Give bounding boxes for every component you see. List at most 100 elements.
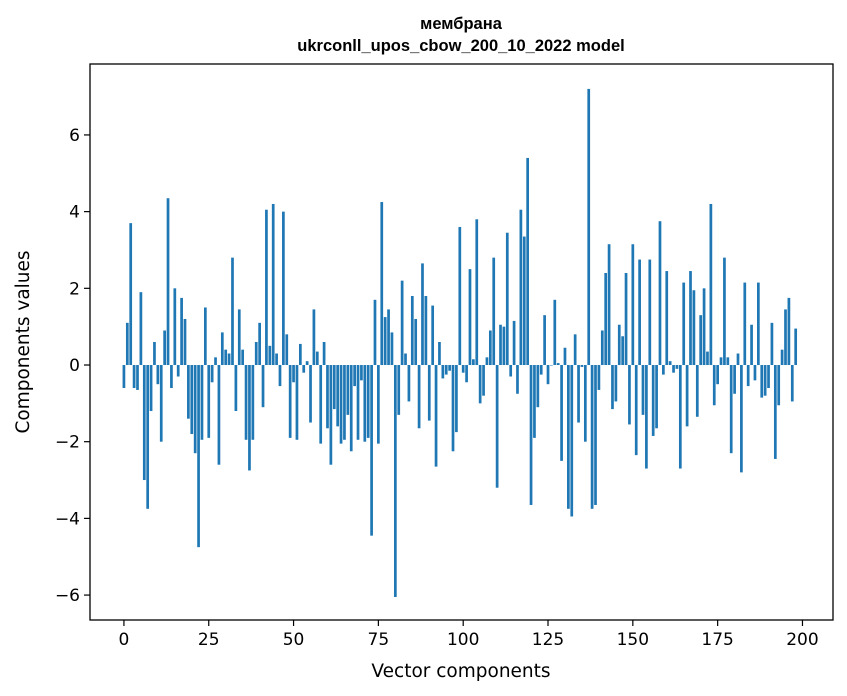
x-tick-label: 150 xyxy=(617,630,649,650)
bar xyxy=(180,297,183,365)
x-tick-label: 125 xyxy=(532,630,564,650)
x-tick-label: 50 xyxy=(283,630,305,650)
bar xyxy=(672,365,675,373)
bar xyxy=(244,365,248,440)
bar xyxy=(536,365,540,408)
bar xyxy=(448,365,451,371)
x-tick-label: 0 xyxy=(119,630,130,650)
bar xyxy=(400,280,404,366)
bar xyxy=(573,334,577,366)
bar xyxy=(709,203,713,366)
plot-frame xyxy=(89,63,834,621)
bar xyxy=(645,365,648,469)
bar xyxy=(421,263,424,365)
bar xyxy=(217,365,221,465)
bar xyxy=(472,359,475,366)
bar xyxy=(309,365,312,423)
bar xyxy=(380,202,384,366)
chart-subtitle: ukrconll_upos_cbow_200_10_2022 model xyxy=(297,37,624,55)
bar xyxy=(780,349,784,366)
bar xyxy=(590,365,594,509)
y-tick-label: −2 xyxy=(55,433,80,453)
x-axis-ticks: 0 25 50 75 100 125 150 175 200 xyxy=(119,620,819,650)
x-axis-label: Vector components xyxy=(371,661,550,682)
bar xyxy=(689,271,692,365)
bar xyxy=(658,221,662,365)
bar xyxy=(343,365,346,440)
bar xyxy=(424,295,428,366)
bar xyxy=(387,309,390,366)
bar xyxy=(529,365,533,505)
bar xyxy=(614,365,618,402)
bar xyxy=(651,365,655,436)
bar xyxy=(427,365,431,421)
bar xyxy=(438,342,441,366)
bar xyxy=(502,326,506,365)
bar xyxy=(746,365,750,387)
bar xyxy=(383,317,387,366)
bar xyxy=(485,357,489,366)
bar xyxy=(634,365,638,456)
bar xyxy=(312,309,316,366)
bar xyxy=(336,365,340,427)
y-tick-label: −4 xyxy=(55,509,80,529)
bar xyxy=(509,365,513,377)
bar xyxy=(692,290,696,365)
bar xyxy=(241,349,245,366)
bar xyxy=(533,365,536,438)
bar xyxy=(539,365,543,375)
bar xyxy=(356,365,360,440)
bar xyxy=(482,365,485,396)
bar xyxy=(373,299,377,366)
bar xyxy=(305,361,309,365)
bar xyxy=(288,365,292,438)
bar xyxy=(522,236,526,366)
bar xyxy=(251,365,255,440)
bar xyxy=(326,365,329,429)
bar xyxy=(604,272,608,366)
bar xyxy=(210,365,214,383)
bar xyxy=(655,365,658,429)
bar xyxy=(441,365,445,379)
bar xyxy=(132,365,136,389)
bar xyxy=(285,334,289,366)
bar xyxy=(492,257,496,366)
x-tick-label: 75 xyxy=(368,630,390,650)
bar xyxy=(203,307,207,366)
bar xyxy=(702,288,706,366)
bar xyxy=(519,209,523,366)
bar xyxy=(149,365,153,412)
bar xyxy=(597,365,601,390)
bar xyxy=(553,299,557,366)
bar xyxy=(641,365,645,415)
bar xyxy=(570,365,574,517)
bar xyxy=(129,223,133,366)
bar xyxy=(465,365,468,383)
bar xyxy=(414,318,418,365)
bar xyxy=(770,322,774,366)
bar xyxy=(662,365,665,375)
bar xyxy=(353,365,356,387)
bar xyxy=(706,351,709,366)
bar xyxy=(638,259,641,366)
bar xyxy=(397,365,401,415)
bar xyxy=(176,365,180,377)
bar xyxy=(156,365,160,385)
bar xyxy=(648,259,652,366)
bar xyxy=(567,365,570,509)
bar xyxy=(193,365,197,454)
bar xyxy=(258,322,261,366)
bar xyxy=(220,332,224,365)
x-tick-label: 25 xyxy=(198,630,220,650)
bar xyxy=(261,365,265,408)
chart-title: мембрана xyxy=(420,15,503,33)
bar xyxy=(665,271,669,365)
bar xyxy=(668,361,672,365)
y-tick-label: 0 xyxy=(69,356,80,376)
bar xyxy=(136,365,139,390)
bar xyxy=(577,365,580,423)
bar xyxy=(617,324,621,365)
bar xyxy=(360,365,363,381)
bar xyxy=(794,328,798,366)
